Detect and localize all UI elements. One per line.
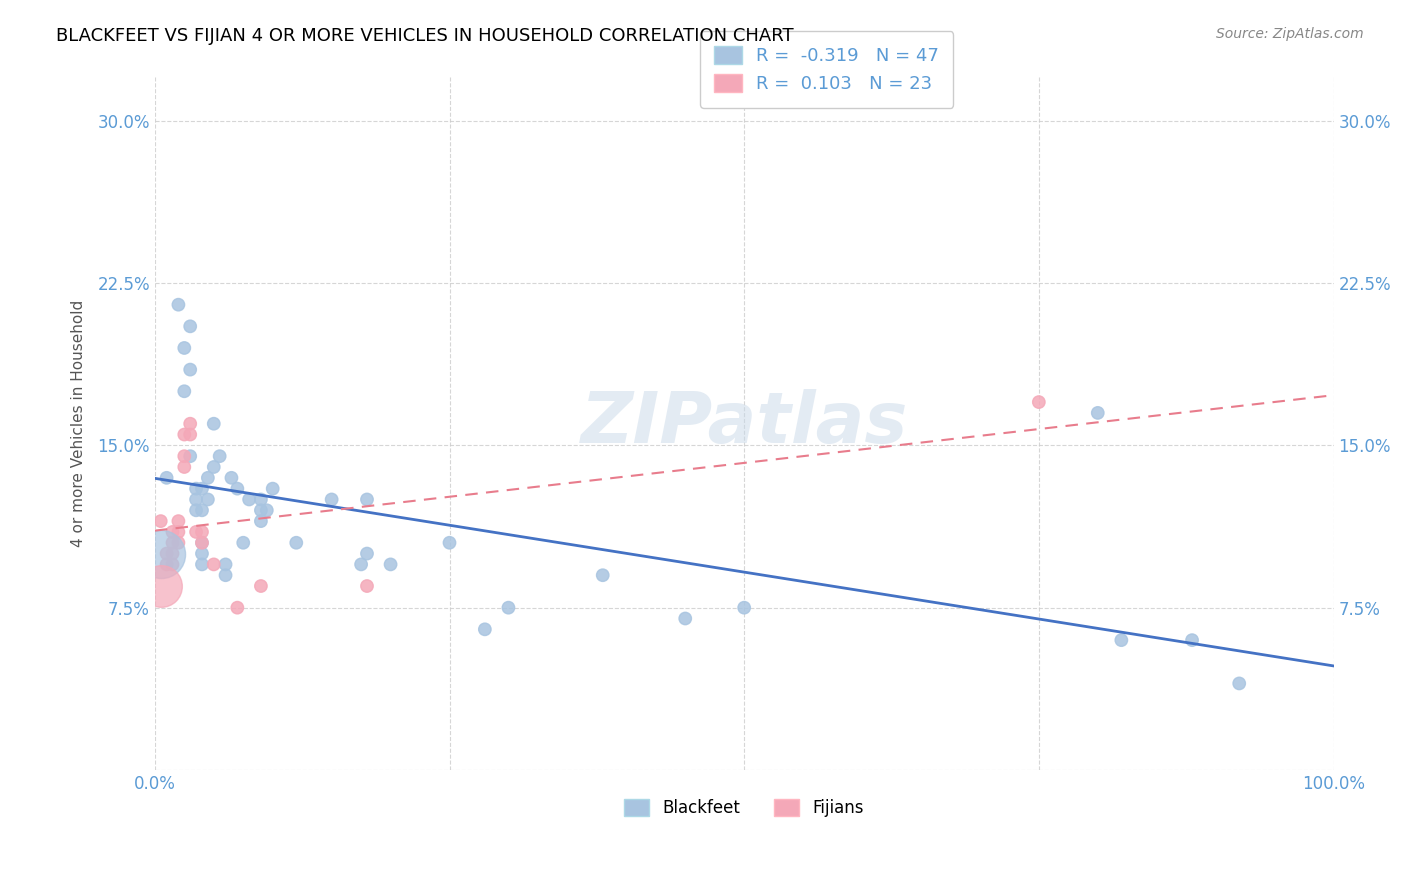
Point [321,492,343,507]
Point [226,482,249,496]
Point [673,611,696,625]
Point [167,514,190,528]
Text: Source: ZipAtlas.com: Source: ZipAtlas.com [1216,27,1364,41]
Point [350,558,373,572]
Point [1227,676,1250,690]
Y-axis label: 4 or more Vehicles in Household: 4 or more Vehicles in Household [72,300,86,548]
Point [197,471,219,485]
Point [173,384,195,399]
Point [173,460,195,475]
Point [262,482,284,496]
Point [256,503,278,517]
Point [191,535,214,549]
Point [184,503,207,517]
Point [202,417,225,431]
Point [498,600,520,615]
Point [356,579,378,593]
Point [197,492,219,507]
Point [356,492,378,507]
Point [733,600,755,615]
Point [167,298,190,312]
Point [179,449,201,463]
Point [592,568,614,582]
Point [191,535,214,549]
Point [380,558,402,572]
Point [173,427,195,442]
Point [156,547,179,561]
Point [202,460,225,475]
Point [191,503,214,517]
Point [232,535,254,549]
Point [179,427,201,442]
Point [173,449,195,463]
Point [226,600,249,615]
Point [250,492,273,507]
Point [238,492,260,507]
Point [208,449,231,463]
Point [149,547,172,561]
Point [1028,395,1050,409]
Point [179,417,201,431]
Point [214,568,236,582]
Point [156,471,179,485]
Point [250,503,273,517]
Point [173,341,195,355]
Point [179,319,201,334]
Point [250,514,273,528]
Point [167,535,190,549]
Point [214,558,236,572]
Point [1087,406,1109,420]
Point [191,558,214,572]
Point [250,579,273,593]
Text: BLACKFEET VS FIJIAN 4 OR MORE VEHICLES IN HOUSEHOLD CORRELATION CHART: BLACKFEET VS FIJIAN 4 OR MORE VEHICLES I… [56,27,794,45]
Point [184,492,207,507]
Point [221,471,243,485]
Point [149,514,172,528]
Point [356,547,378,561]
Point [474,623,496,637]
Point [191,482,214,496]
Point [156,558,179,572]
Point [191,547,214,561]
Point [285,535,308,549]
Point [149,579,172,593]
Point [162,535,184,549]
Point [184,482,207,496]
Point [167,524,190,539]
Point [191,524,214,539]
Point [179,362,201,376]
Point [162,558,184,572]
Point [162,524,184,539]
Point [1111,633,1133,648]
Point [202,558,225,572]
Text: ZIPatlas: ZIPatlas [581,389,908,458]
Point [439,535,461,549]
Point [162,547,184,561]
Legend: Blackfeet, Fijians: Blackfeet, Fijians [617,792,870,824]
Point [1181,633,1204,648]
Point [184,524,207,539]
